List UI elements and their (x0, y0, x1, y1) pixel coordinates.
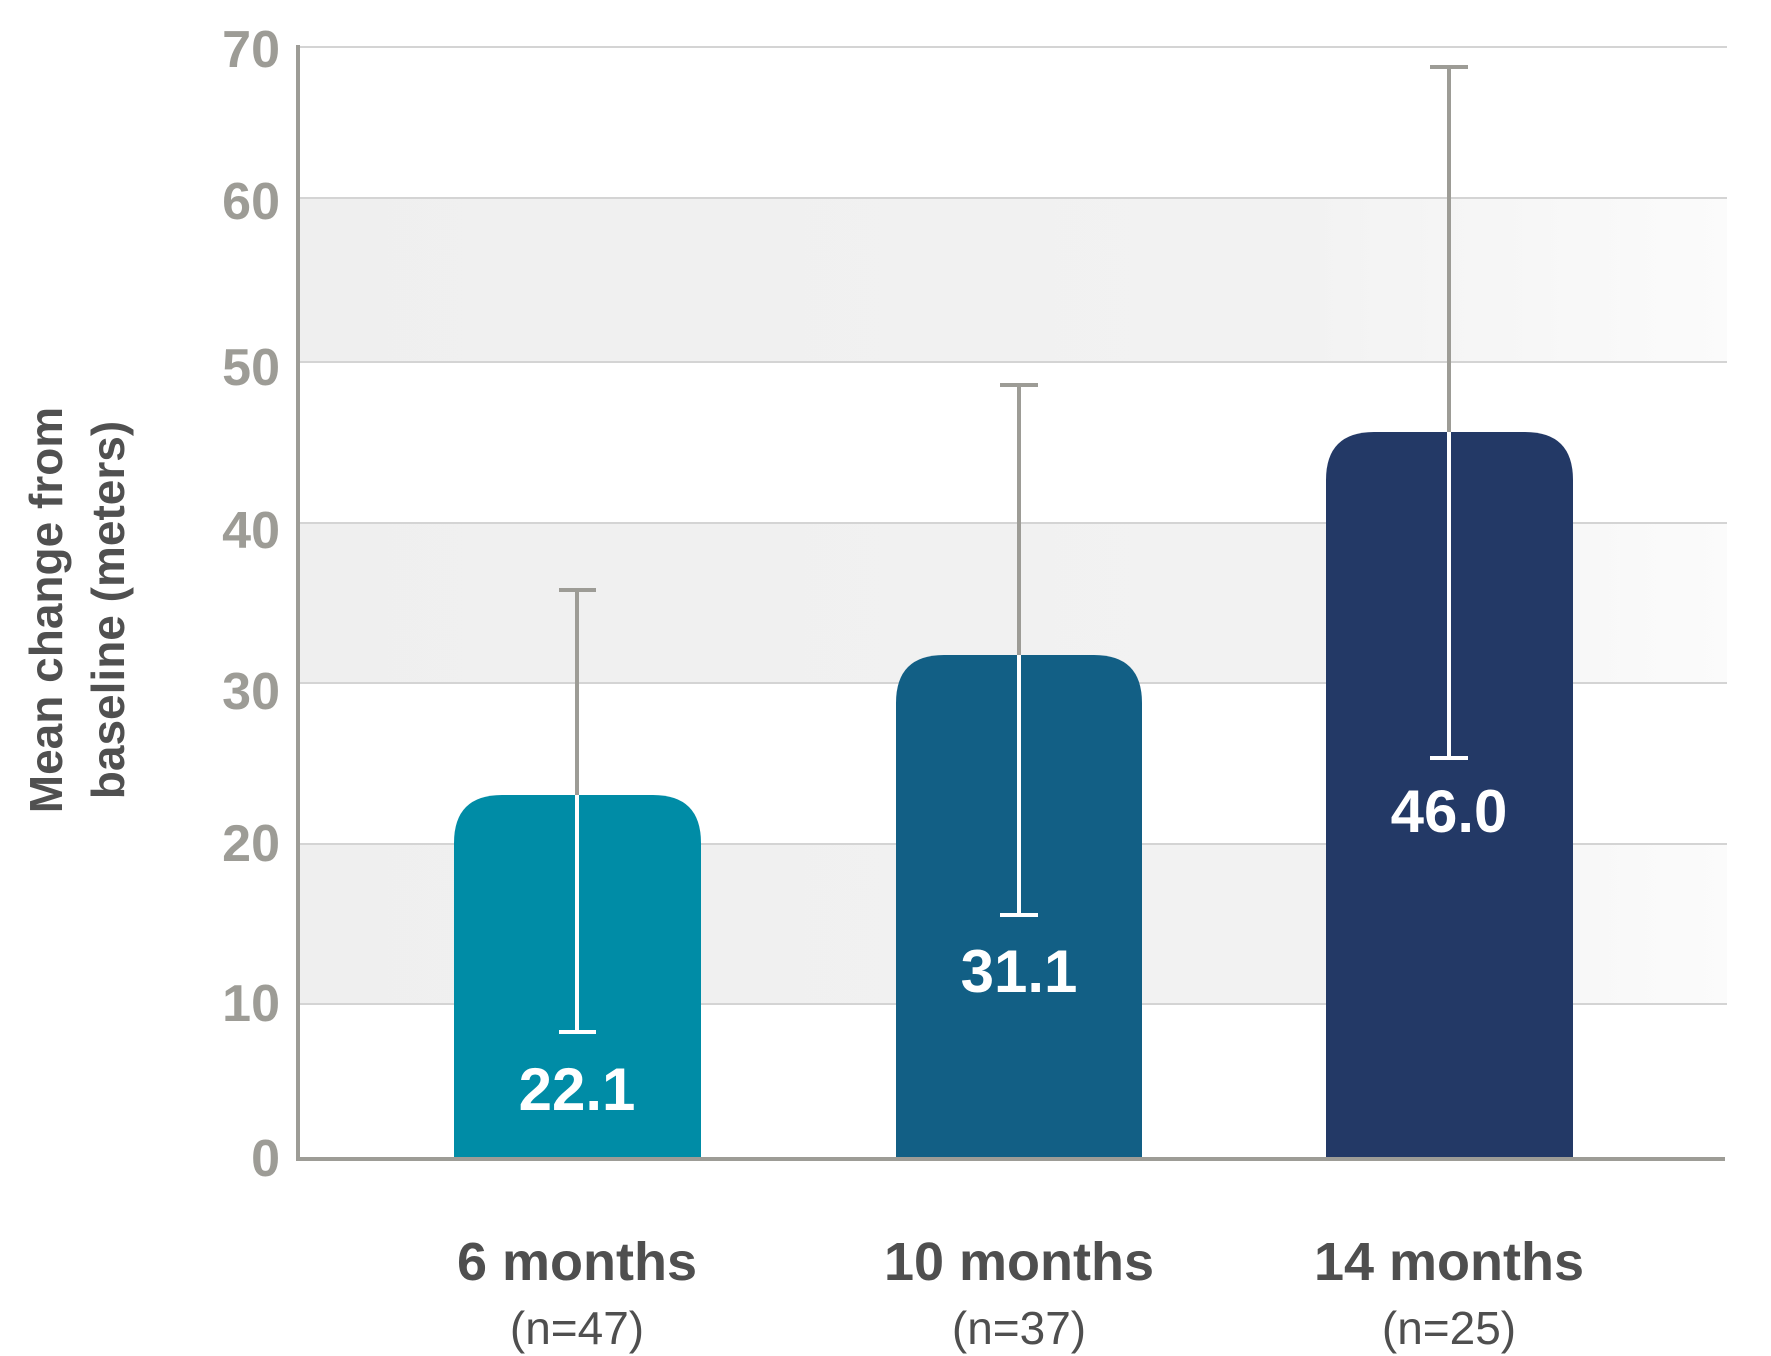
category-name: 6 months (456, 1232, 698, 1292)
error-bar-14-months (1430, 65, 1468, 760)
x-label-14-months: 14 months (n=25) (1249, 1232, 1649, 1356)
value-label-6-months: 22.1 (518, 1056, 636, 1123)
y-axis-title-line2: baseline (meters) (82, 420, 134, 800)
y-tick-70: 70 (222, 21, 280, 79)
grid-band-50-60 (300, 198, 1727, 362)
y-axis-title-line1: Mean change from (20, 406, 72, 814)
value-label-10-months: 31.1 (960, 938, 1078, 1005)
category-name: 14 months (1313, 1232, 1585, 1292)
error-bar-6-months (559, 588, 596, 1034)
y-tick-40: 40 (222, 502, 280, 560)
y-tick-20: 20 (222, 815, 280, 873)
error-bar-10-months (1000, 383, 1038, 917)
category-n: (n=47) (509, 1302, 645, 1354)
category-n: (n=37) (951, 1302, 1087, 1354)
y-axis-title: Mean change from baseline (meters) (12, 330, 142, 890)
category-name: 10 months (883, 1232, 1155, 1292)
y-tick-50: 50 (222, 339, 280, 397)
category-n: (n=25) (1381, 1302, 1517, 1354)
value-label-14-months: 46.0 (1390, 778, 1508, 845)
bar-14-months (1326, 432, 1573, 1159)
y-tick-10: 10 (222, 975, 280, 1033)
y-tick-30: 30 (222, 663, 280, 721)
x-label-6-months: 6 months (n=47) (377, 1232, 777, 1356)
y-tick-60: 60 (222, 173, 280, 231)
y-tick-0: 0 (251, 1130, 280, 1188)
x-label-10-months: 10 months (n=37) (819, 1232, 1219, 1356)
